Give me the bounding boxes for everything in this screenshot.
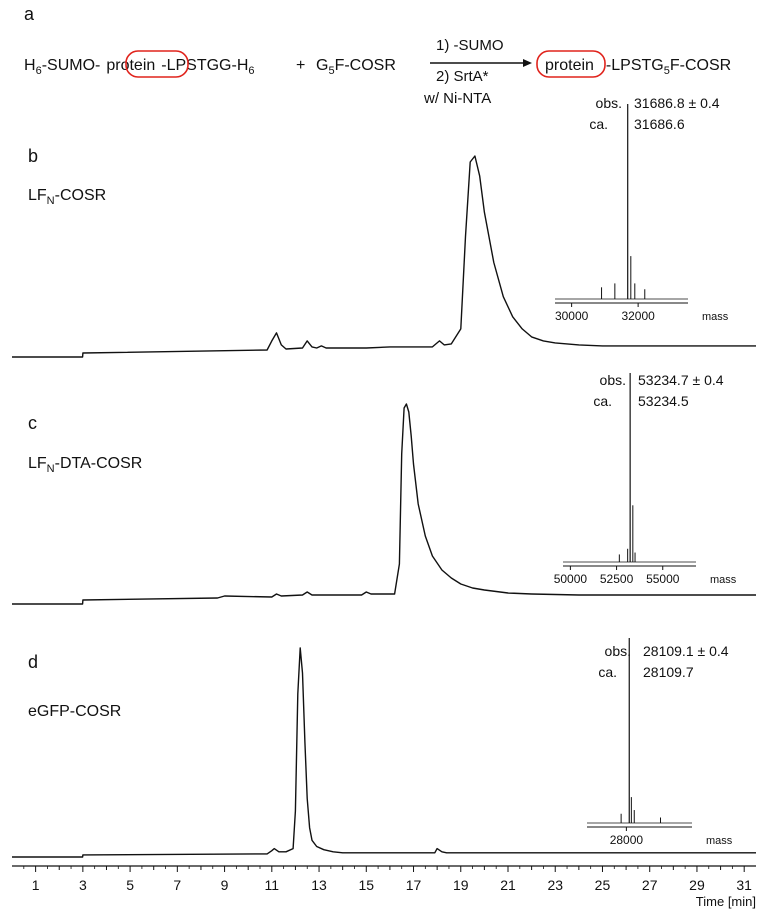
panel-c: c LFN-DTA-COSR 50000 52500 55000 mass obs. 5323… bbox=[12, 372, 756, 605]
panel-b: b LFN-COSR 30000 32000 mass obs. 31686.8 ± 0.4… bbox=[12, 95, 756, 358]
time-axis-tick-label: 21 bbox=[500, 877, 516, 893]
time-axis-tick-label: 17 bbox=[406, 877, 422, 893]
time-axis-label: Time [min] bbox=[696, 894, 756, 909]
time-axis-tick-label: 5 bbox=[126, 877, 134, 893]
inset-tick-label: 30000 bbox=[555, 309, 589, 323]
time-axis-tick-label: 29 bbox=[689, 877, 705, 893]
time-axis-tick-label: 31 bbox=[736, 877, 752, 893]
calculated-mass-label: ca. bbox=[593, 393, 612, 409]
panel-label-c: c bbox=[28, 413, 37, 433]
inset-axis-label: mass bbox=[710, 574, 737, 586]
calculated-mass-label: ca. bbox=[598, 664, 617, 680]
time-axis-tick-label: 3 bbox=[79, 877, 87, 893]
mass-spectrum-inset-b: 30000 32000 mass obs. 31686.8 ± 0.4 ca. 31686.… bbox=[555, 95, 729, 323]
mass-spectrum-inset-c: 50000 52500 55000 mass obs. 53234.7 ± 0.4 ca. 5… bbox=[554, 372, 737, 586]
plus-sign: + bbox=[296, 57, 305, 74]
chromatogram-trace-b bbox=[12, 155, 756, 358]
product: protein -LPSTG5F-COSR bbox=[545, 57, 731, 77]
reactant-1: H6-SUMO-protein -LPSTGG-H6 bbox=[24, 57, 255, 77]
panel-label-a: a bbox=[24, 4, 35, 24]
inset-tick-label: 55000 bbox=[646, 572, 680, 586]
time-axis-tick-label: 19 bbox=[453, 877, 469, 893]
sample-name-c: LFN-DTA-COSR bbox=[28, 455, 142, 475]
observed-mass-label: obs. bbox=[596, 95, 622, 111]
inset-tick-label: 28000 bbox=[610, 833, 644, 847]
time-axis-tick-label: 11 bbox=[265, 877, 280, 893]
calculated-mass-value: 53234.5 bbox=[638, 393, 689, 409]
panel-label-b: b bbox=[28, 146, 38, 166]
observed-mass-label: obs. bbox=[600, 372, 626, 388]
reaction-arrow-head bbox=[523, 59, 532, 67]
step-2: 2) SrtA* bbox=[436, 68, 489, 85]
calculated-mass-label: ca. bbox=[589, 116, 608, 132]
step-1: 1) -SUMO bbox=[436, 37, 504, 54]
observed-mass-value: 31686.8 ± 0.4 bbox=[634, 95, 720, 111]
step-3: w/ Ni-NTA bbox=[423, 90, 491, 107]
time-axis: Time [min] 1 3 5 7 9 11 13 15 17 19 21 23 25 27 29 31 bbox=[12, 865, 756, 909]
panel-label-d: d bbox=[28, 652, 38, 672]
time-axis-tick-label: 7 bbox=[173, 877, 181, 893]
inset-axis-label: mass bbox=[702, 311, 729, 323]
protein-box-product bbox=[536, 50, 606, 78]
reaction-scheme: a H6-SUMO-protein -LPSTGG-H6 + G5F-COSR 1… bbox=[24, 4, 731, 107]
protein-box-reactant bbox=[125, 50, 189, 78]
time-axis-tick-label: 13 bbox=[311, 877, 327, 893]
time-axis-tick-label: 1 bbox=[32, 877, 40, 893]
sample-name-d: eGFP-COSR bbox=[28, 703, 121, 720]
time-axis-tick-label: 9 bbox=[221, 877, 229, 893]
observed-mass-label: obs. bbox=[605, 643, 631, 659]
inset-tick-label: 52500 bbox=[600, 572, 634, 586]
sample-name-b: LFN-COSR bbox=[28, 187, 106, 207]
inset-axis-label: mass bbox=[706, 835, 733, 847]
mass-spectrum-inset-d: 28000 mass obs. 28109.1 ± 0.4 ca. 28109.7 bbox=[587, 638, 733, 847]
calculated-mass-value: 28109.7 bbox=[643, 664, 694, 680]
calculated-mass-value: 31686.6 bbox=[634, 116, 685, 132]
observed-mass-value: 53234.7 ± 0.4 bbox=[638, 372, 724, 388]
reactant-2: G5F-COSR bbox=[316, 57, 396, 77]
inset-tick-label: 32000 bbox=[621, 309, 655, 323]
chromatogram-trace-c bbox=[12, 403, 756, 605]
chromatogram-panels: b LFN-COSR 30000 32000 mass obs. 31686.8 ± 0.4… bbox=[12, 95, 756, 858]
time-axis-tick-label: 15 bbox=[358, 877, 374, 893]
time-axis-tick-label: 23 bbox=[547, 877, 563, 893]
time-axis-tick-label: 27 bbox=[642, 877, 658, 893]
observed-mass-value: 28109.1 ± 0.4 bbox=[643, 643, 729, 659]
inset-tick-label: 50000 bbox=[554, 572, 588, 586]
time-axis-tick-label: 25 bbox=[595, 877, 611, 893]
chromatogram-trace-d bbox=[12, 647, 756, 858]
